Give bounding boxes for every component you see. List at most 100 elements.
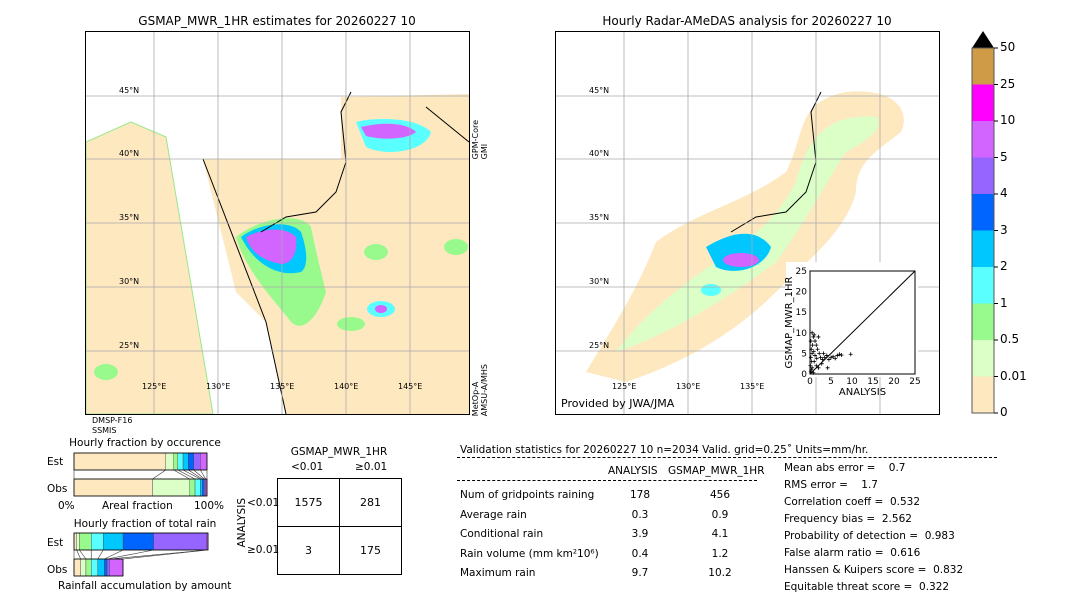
- connector-line: [109, 549, 207, 560]
- scatter-point: [808, 355, 813, 360]
- total-rain-xlabel: Rainfall accumulation by amount: [58, 580, 232, 592]
- bar-segment: [97, 558, 105, 577]
- lon-label: 130°E: [206, 382, 231, 391]
- colorbar-label: 0: [1000, 405, 1008, 419]
- score-line: Hanssen & Kuipers score = 0.832: [784, 564, 964, 576]
- y-tick-label: 10: [796, 329, 808, 339]
- lon-label: 125°E: [612, 382, 637, 391]
- scatter-point: [822, 355, 827, 360]
- bar-segment: [165, 452, 174, 471]
- stat-gsmap: 10.2: [708, 567, 732, 579]
- stat-gsmap: 0.9: [711, 508, 729, 521]
- lon-label: 145°E: [398, 382, 423, 391]
- colorbar-label: 3: [1000, 222, 1008, 237]
- estimate-swath-area: [86, 121, 214, 414]
- bar-segment: [76, 532, 80, 551]
- scatter-point: [814, 356, 819, 361]
- bar-segment: [85, 558, 92, 577]
- coastline: [260, 91, 352, 233]
- bar-segment: [73, 478, 153, 497]
- bar-segment: [102, 532, 124, 551]
- cell-fp: 281: [339, 478, 402, 527]
- bar-segment: [173, 452, 178, 471]
- rain-area: [246, 229, 297, 264]
- stat-label: Average rain: [460, 508, 527, 521]
- rain-area: [375, 305, 387, 313]
- bar-segment: [193, 452, 201, 471]
- scatter-point: [808, 369, 813, 374]
- colorbar-band: [972, 376, 994, 413]
- y-tick-label: 5: [801, 349, 807, 359]
- scatter-point: [848, 352, 853, 357]
- connector-line: [76, 549, 81, 560]
- rain-area: [361, 123, 416, 139]
- colorbar-label: 10: [1000, 113, 1016, 127]
- row-label: ≥0.01: [247, 544, 280, 556]
- colorbar-band: [972, 267, 994, 304]
- scatter-point: [811, 370, 816, 375]
- colorbar-label: 25: [1000, 76, 1016, 91]
- connector-line: [188, 469, 203, 480]
- score-line: Frequency bias = 2.562: [784, 513, 912, 525]
- stat-analysis: 178: [629, 489, 651, 501]
- colorbar-label: 1: [1000, 295, 1008, 310]
- left-map-canvas: [86, 32, 469, 414]
- x-tick-label: 0: [807, 377, 813, 387]
- stat-label: Num of gridpoints raining: [460, 489, 595, 501]
- left-map: 45°N 40°N 35°N 30°N 25°N 125°E 130°E 135…: [85, 31, 470, 415]
- colorbar-band: [972, 340, 994, 377]
- colorbar-label: 4: [1000, 186, 1008, 200]
- colorbar-band: [972, 157, 994, 194]
- colorbar-label: 50: [1000, 40, 1016, 54]
- connector-line: [200, 469, 206, 480]
- divider: [457, 480, 757, 481]
- bar-segment: [188, 452, 194, 471]
- lat-label: 40°N: [589, 149, 610, 158]
- bar-segment: [200, 452, 208, 471]
- bar-segment: [200, 478, 203, 497]
- connector-line: [193, 469, 205, 480]
- scatter-point: [835, 353, 840, 358]
- rain-area: [616, 116, 879, 352]
- rain-area: [94, 364, 118, 380]
- bar-frame: [73, 532, 209, 551]
- total-rain-bars: [73, 532, 209, 577]
- scatter-point: [810, 343, 815, 348]
- score-line: Equitable threat score = 0.322: [784, 581, 950, 593]
- bar-segment: [182, 452, 189, 471]
- bar-segment: [80, 558, 87, 577]
- scatter-point: [816, 334, 821, 339]
- x-tick-label: 15: [867, 377, 878, 387]
- scatter-point: [811, 349, 816, 354]
- lon-label: 135°E: [740, 382, 765, 391]
- diagonal-line: [809, 270, 916, 375]
- stats-header: Validation statistics for 20260227 10 n=…: [460, 444, 869, 456]
- lat-label: 25°N: [589, 341, 610, 350]
- scatter-point: [817, 351, 822, 356]
- lat-label: 30°N: [589, 277, 610, 286]
- y-tick-label: 25: [796, 267, 807, 277]
- x-tick-label: 25: [909, 377, 920, 387]
- occurrence-title: Hourly fraction by occurence: [69, 437, 221, 449]
- graticule: [86, 32, 469, 414]
- score-line: RMS error = 1.7: [784, 479, 878, 491]
- colorbar-label: 0.5: [1000, 332, 1020, 346]
- divider: [457, 457, 997, 458]
- connector-line: [182, 469, 201, 480]
- connector-line: [107, 549, 154, 560]
- est-label: Est: [47, 537, 64, 549]
- xtick-0: 0%: [58, 500, 75, 512]
- x-tick-label: 5: [828, 377, 834, 387]
- col-gsmap: GSMAP_MWR_1HR: [668, 465, 765, 477]
- contingency-title: GSMAP_MWR_1HR: [290, 446, 388, 458]
- scatter-point: [815, 347, 820, 352]
- score-line: False alarm ratio = 0.616: [784, 547, 921, 559]
- col-label: <0.01: [291, 461, 324, 473]
- row-label: <0.01: [247, 497, 280, 509]
- colorbar-band: [972, 84, 994, 121]
- scatter-point: [810, 330, 815, 335]
- estimate-swath-area: [203, 159, 469, 414]
- scatter-point: [818, 355, 823, 360]
- x-axis-label: ANALYSIS: [839, 387, 886, 398]
- bar-segment: [91, 558, 99, 577]
